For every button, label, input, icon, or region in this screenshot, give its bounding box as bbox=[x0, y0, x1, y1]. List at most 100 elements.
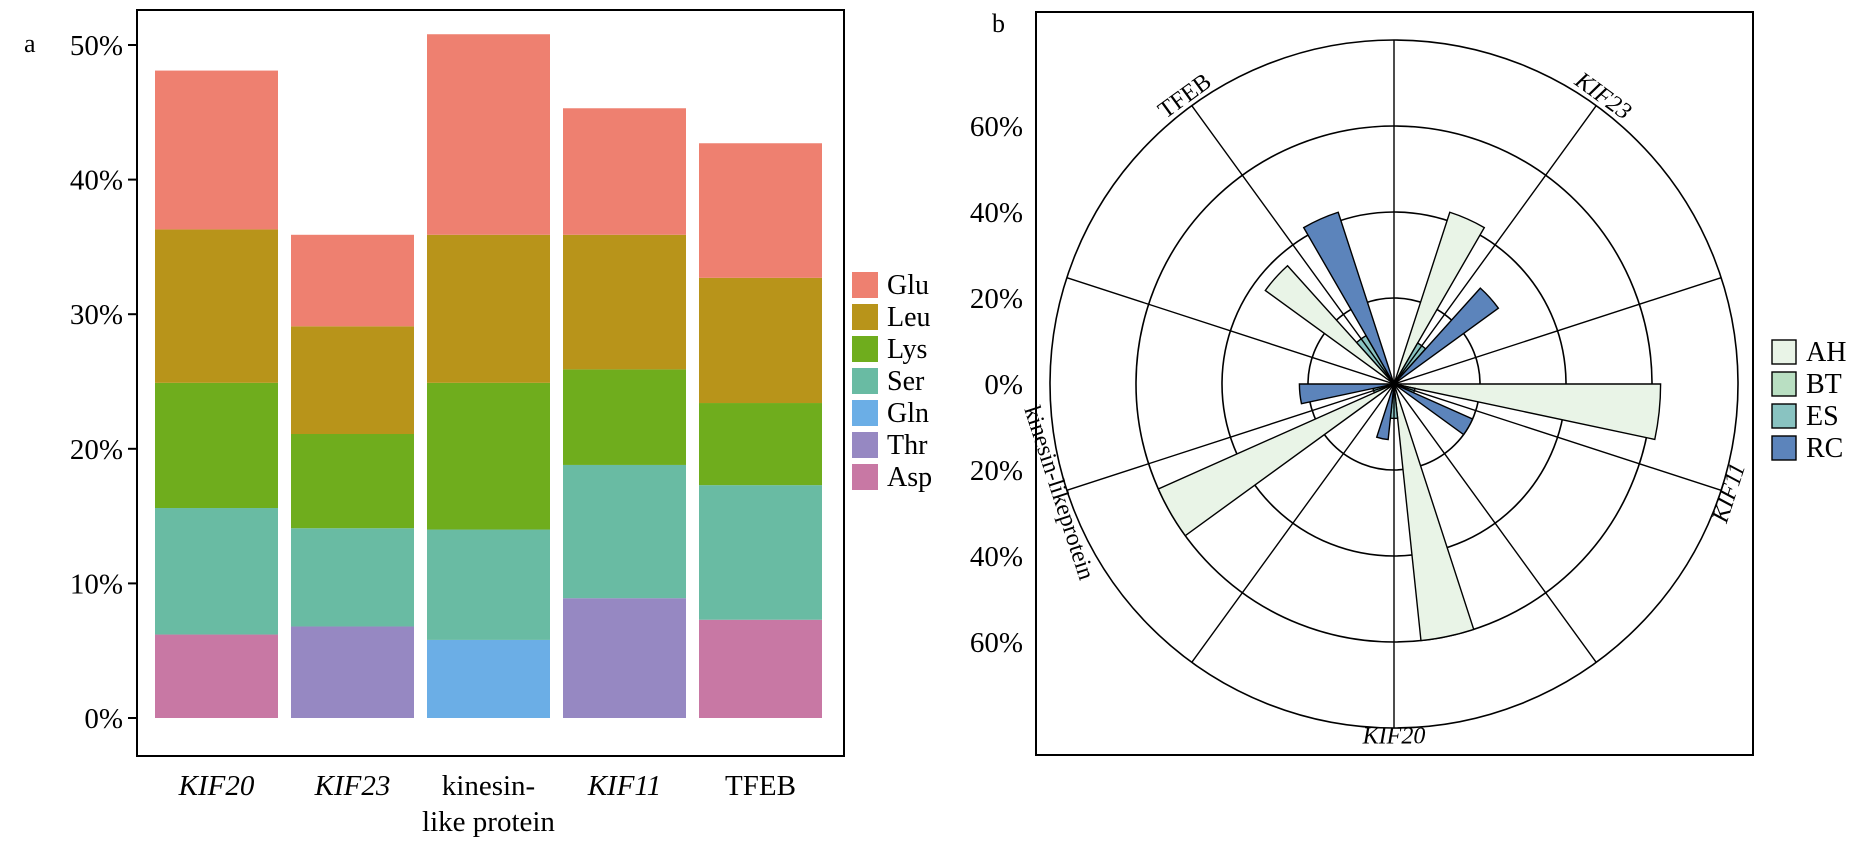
bar-leu-kinesin bbox=[427, 234, 550, 383]
legend-swatch-leu bbox=[852, 304, 878, 330]
panel-a-frame bbox=[136, 9, 845, 757]
legend-swatch-ah bbox=[1771, 339, 1797, 365]
panel-a-label: a bbox=[24, 29, 36, 58]
legend-label-thr: Thr bbox=[887, 430, 928, 461]
wedge-rc-kif11 bbox=[1393, 383, 1474, 436]
x-tick-label-like-protein: like protein bbox=[422, 806, 555, 838]
bar-leu-kif11 bbox=[563, 234, 686, 370]
panel-b-frame bbox=[1035, 11, 1754, 756]
wedge-ah-kif20 bbox=[1393, 383, 1475, 642]
wedge-rc-kif23 bbox=[1393, 287, 1500, 385]
panel-b-y-axis: 60% 40% 20% 0% 20% 40% 60% bbox=[970, 111, 1023, 659]
y-tick-label-20: 20% bbox=[70, 434, 123, 466]
bar-glu-kinesin bbox=[427, 34, 550, 235]
bar-lys-kif23 bbox=[291, 433, 414, 529]
bar-glu-kif23 bbox=[291, 234, 414, 327]
category-label-tfeb: TFEB bbox=[1154, 69, 1217, 125]
spoke-mid-2 bbox=[1191, 383, 1395, 663]
panel-a-y-axis: 0% 10% 20% 30% 40% 50% bbox=[70, 30, 137, 735]
bar-asp-tfeb bbox=[699, 619, 822, 718]
spoke-kinesin-likeprotein bbox=[1066, 383, 1395, 491]
legend-label-gln: Gln bbox=[887, 398, 929, 429]
y-tick-label-0: 0% bbox=[84, 703, 123, 735]
wedge-rc-kif20 bbox=[1375, 383, 1395, 441]
y-tick-label-50: 50% bbox=[70, 30, 123, 62]
legend-label-rc: RC bbox=[1806, 433, 1843, 464]
bar-lys-kif20 bbox=[155, 382, 278, 509]
radial-tick-label-3: 0% bbox=[984, 369, 1023, 401]
category-label-kif20: KIF20 bbox=[1362, 724, 1426, 750]
legend-label-ah: AH bbox=[1806, 337, 1846, 368]
radial-tick-label-6: 60% bbox=[970, 111, 1023, 143]
spoke-mid-3 bbox=[1066, 277, 1395, 385]
radial-tick-label-5: 40% bbox=[970, 197, 1023, 229]
legend-label-asp: Asp bbox=[887, 462, 932, 493]
legend-swatch-rc bbox=[1771, 435, 1797, 461]
bar-lys-kinesin bbox=[427, 382, 550, 530]
radial-tick-label-4: 20% bbox=[970, 283, 1023, 315]
y-tick-label-40: 40% bbox=[70, 165, 123, 197]
legend-label-leu: Leu bbox=[887, 302, 931, 333]
category-label-kif11: KIF11 bbox=[1707, 460, 1751, 527]
wedge-rc-kinesin-likeprotein bbox=[1298, 383, 1395, 405]
bar-ser-tfeb bbox=[699, 485, 822, 620]
spoke-mid-1 bbox=[1393, 383, 1597, 663]
bar-leu-kif23 bbox=[291, 326, 414, 434]
bar-glu-kif20 bbox=[155, 70, 278, 230]
bar-ser-kif11 bbox=[563, 464, 686, 599]
spoke-tfeb bbox=[1191, 105, 1395, 385]
x-tick-label-kif23: KIF23 bbox=[314, 770, 391, 802]
wedge-ah-kinesin-likeprotein bbox=[1157, 383, 1395, 537]
bar-asp-kif20 bbox=[155, 634, 278, 718]
legend-swatch-gln bbox=[852, 400, 878, 426]
legend-label-glu: Glu bbox=[887, 270, 929, 301]
bar-thr-kif23 bbox=[291, 626, 414, 718]
bar-gln-kinesin bbox=[427, 639, 550, 718]
bar-lys-kif11 bbox=[563, 369, 686, 465]
x-tick-label-kinesin: kinesin- bbox=[442, 770, 535, 802]
radial-tick-label-1: 40% bbox=[970, 541, 1023, 573]
wedge-ah-tfeb bbox=[1264, 264, 1395, 385]
bar-ser-kif23 bbox=[291, 528, 414, 627]
legend-label-bt: BT bbox=[1806, 369, 1842, 400]
legend-swatch-es bbox=[1771, 403, 1797, 429]
bar-thr-kif11 bbox=[563, 598, 686, 718]
legend-label-ser: Ser bbox=[887, 366, 925, 397]
bar-leu-tfeb bbox=[699, 277, 822, 404]
panel-b-label: b bbox=[992, 9, 1005, 38]
x-tick-label-kif11: KIF11 bbox=[587, 770, 662, 802]
spoke-kif23 bbox=[1393, 105, 1597, 385]
y-tick-label-10: 10% bbox=[70, 568, 123, 600]
panel-b-bars bbox=[1157, 211, 1662, 642]
legend-swatch-asp bbox=[852, 464, 878, 490]
spoke-kif11 bbox=[1393, 383, 1722, 491]
panel-a-bars bbox=[155, 34, 822, 718]
bar-ser-kinesin bbox=[427, 529, 550, 640]
spoke-mid-0 bbox=[1393, 277, 1722, 385]
panel-a-bar-chart: a 0% 10% 20% 30% 40% 50% KIF20 KIF23 kinesin-li… bbox=[24, 9, 932, 838]
category-label-kinesin-likeprotein: kinesin-likeprotein bbox=[1018, 403, 1099, 583]
legend-swatch-bt bbox=[1771, 371, 1797, 397]
wedge-rc-tfeb bbox=[1302, 211, 1395, 385]
legend-label-lys: Lys bbox=[887, 334, 927, 365]
radial-tick-label-2: 20% bbox=[970, 455, 1023, 487]
x-tick-label-kif20: KIF20 bbox=[178, 770, 255, 802]
bar-glu-tfeb bbox=[699, 143, 822, 278]
legend-label-es: ES bbox=[1806, 401, 1839, 432]
legend-swatch-thr bbox=[852, 432, 878, 458]
wedge-ah-kif23 bbox=[1393, 211, 1486, 385]
bar-leu-kif20 bbox=[155, 229, 278, 383]
legend-swatch-glu bbox=[852, 272, 878, 298]
bar-ser-kif20 bbox=[155, 508, 278, 635]
bar-glu-kif11 bbox=[563, 108, 686, 235]
panel-a-x-axis: KIF20 KIF23 kinesin-like protein KIF11 TFEB bbox=[178, 770, 796, 838]
x-tick-label-tfeb: TFEB bbox=[725, 770, 796, 802]
wedge-ah-kif11 bbox=[1393, 383, 1662, 441]
category-label-kif23: KIF23 bbox=[1569, 67, 1636, 125]
panel-b-polar-chart: b 60% 40% 20% 0% 20% 40% 60% KIF23 KIF11 KIF20 ki… bbox=[970, 9, 1846, 756]
legend-swatch-ser bbox=[852, 368, 878, 394]
radial-tick-label-0: 60% bbox=[970, 627, 1023, 659]
